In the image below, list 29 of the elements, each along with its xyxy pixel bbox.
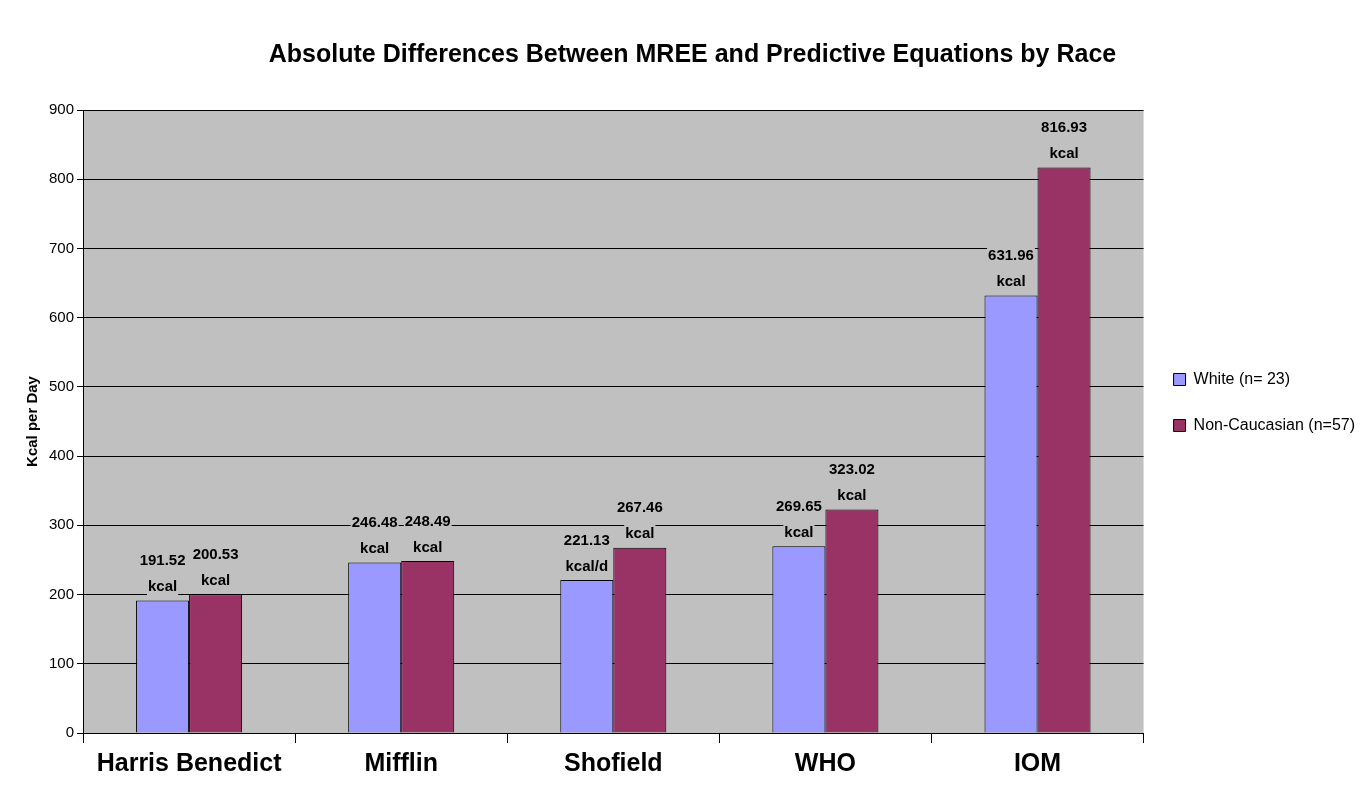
x-tick-label: Harris Benedict xyxy=(96,747,283,776)
y-tick-label: 200 xyxy=(49,584,75,602)
data-label: 267.46 kcal xyxy=(616,498,663,542)
y-tick-label: 0 xyxy=(65,723,75,741)
y-tick-label: 100 xyxy=(49,653,75,671)
y-tick-label: 900 xyxy=(49,100,75,118)
data-label: 221.13 kcal/d xyxy=(563,530,610,574)
y-tick-label: 400 xyxy=(49,446,75,464)
y-axis-title: Kcal per Day xyxy=(23,375,41,467)
y-tick-label: 800 xyxy=(49,169,75,187)
y-tick-label: 300 xyxy=(49,515,75,533)
x-tick-label: WHO xyxy=(794,747,856,776)
chart-title: Absolute Differences Between MREE and Predictive Equations by Race xyxy=(268,38,1117,67)
legend-label: White (n= 23) xyxy=(1193,369,1291,387)
x-tick-label: Mifflin xyxy=(364,747,438,776)
data-label: 191.52 kcal xyxy=(139,551,186,595)
data-label: 269.65 kcal xyxy=(775,496,822,540)
data-label: 200.53 kcal xyxy=(192,544,239,588)
data-label: 246.48 kcal xyxy=(351,513,398,557)
data-label: 816.93 kcal xyxy=(1041,118,1087,162)
x-tick-label: Shofield xyxy=(564,747,663,776)
y-tick-label: 500 xyxy=(49,377,75,395)
legend-label: Non-Caucasian (n=57) xyxy=(1193,415,1355,433)
data-label: 248.49 kcal xyxy=(404,511,451,555)
y-tick-label: 600 xyxy=(49,307,75,325)
data-label: 631.96 kcal xyxy=(988,246,1034,290)
data-label: 323.02 kcal xyxy=(828,460,875,504)
x-tick-label: IOM xyxy=(1013,747,1062,776)
y-tick-label: 700 xyxy=(49,238,75,256)
